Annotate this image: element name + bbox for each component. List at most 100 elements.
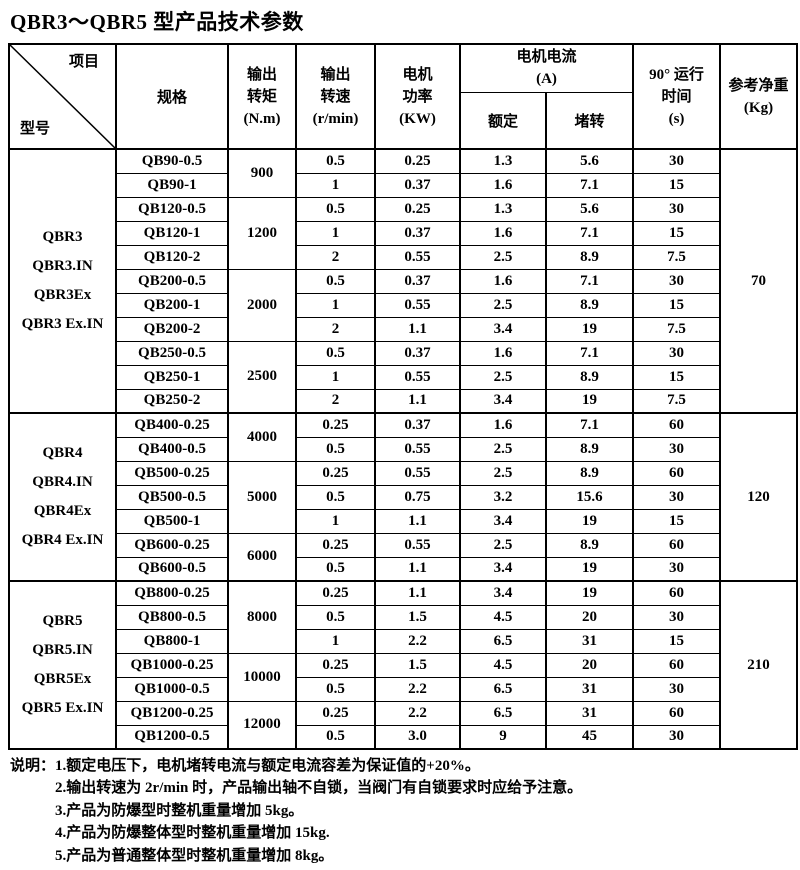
speed-cell: 0.25 [295, 652, 376, 678]
notes-list: 1.额定电压下，电机堵转电流与额定电流容差为保证值的+20%。 2.输出转速为 … [55, 755, 800, 867]
runtime-cell: 15 [632, 172, 722, 198]
speed-cell: 0.5 [295, 556, 376, 582]
torque-cell: 2500 [227, 340, 297, 414]
rated-current-cell: 3.4 [459, 508, 547, 534]
locked-current-cell: 19 [544, 388, 635, 414]
spec-cell: QB800-0.25 [115, 580, 229, 606]
power-cell: 0.37 [374, 412, 461, 438]
torque-cell: 10000 [227, 652, 297, 702]
rated-current-cell: 3.4 [459, 556, 547, 582]
locked-current-cell: 7.1 [544, 172, 635, 198]
spec-cell: QB120-0.5 [115, 196, 229, 222]
runtime-cell: 7.5 [632, 388, 722, 414]
runtime-cell: 30 [632, 340, 722, 366]
rated-current-cell: 3.4 [459, 316, 547, 342]
runtime-cell: 15 [632, 364, 722, 390]
table-row: QB200-0.5 2000 0.5 0.37 1.6 7.1 30 [9, 268, 797, 342]
rated-current-cell: 3.4 [459, 580, 547, 606]
note-line: 3.产品为防爆型时整机重量增加 5kg。 [55, 802, 304, 819]
locked-current-cell: 8.9 [544, 532, 635, 558]
locked-current-cell: 8.9 [544, 244, 635, 270]
table-row: QB1000-0.25 10000 0.25 1.5 4.5 20 60 [9, 652, 797, 702]
power-cell: 1.1 [374, 508, 461, 534]
table-row: QB250-2 2 1.1 3.4 19 7.5 [9, 388, 797, 414]
speed-cell: 1 [295, 292, 376, 318]
spec-cell: QB1200-0.5 [115, 724, 229, 750]
table-row: QB1000-0.5 0.5 2.2 6.5 31 30 [9, 676, 797, 702]
speed-cell: 0.5 [295, 436, 376, 462]
power-cell: 0.25 [374, 196, 461, 222]
table-row: QB600-0.5 0.5 1.1 3.4 19 30 [9, 556, 797, 582]
locked-current-cell: 19 [544, 580, 635, 606]
rated-current-cell: 2.5 [459, 460, 547, 486]
power-cell: 0.37 [374, 268, 461, 294]
speed-cell: 1 [295, 508, 376, 534]
note-line: 2.输出转速为 2r/min 时，产品输出轴不自锁，当阀门有自锁要求时应给予注意… [55, 780, 583, 797]
speed-cell: 1 [295, 220, 376, 246]
runtime-cell: 60 [632, 700, 722, 726]
locked-current-cell: 5.6 [544, 196, 635, 222]
speed-cell: 1 [295, 628, 376, 654]
page: QBR3～QBR5 型产品技术参数 项目 型号 规格 输出 转矩 [0, 6, 800, 870]
power-cell: 1.1 [374, 388, 461, 414]
runtime-cell: 30 [632, 556, 722, 582]
speed-cell: 1 [295, 172, 376, 198]
notes: 说明： 1.额定电压下，电机堵转电流与额定电流容差为保证值的+20%。 2.输出… [10, 755, 800, 867]
rated-current-cell: 2.5 [459, 244, 547, 270]
table-row: QB200-1 1 0.55 2.5 8.9 15 [9, 292, 797, 318]
table-row: QB120-0.5 1200 0.5 0.25 1.3 5.6 30 [9, 196, 797, 270]
runtime-cell: 30 [632, 676, 722, 702]
col-header-locked-current: 堵转 [544, 91, 635, 150]
rated-current-cell: 1.6 [459, 412, 547, 438]
table-row: QB400-0.5 0.5 0.55 2.5 8.9 30 [9, 436, 797, 462]
spec-cell: QB120-2 [115, 244, 229, 270]
diagonal-header-cell: 项目 型号 [8, 43, 117, 150]
spec-cell: QB1200-0.25 [115, 700, 229, 726]
rated-current-cell: 2.5 [459, 292, 547, 318]
power-cell: 0.37 [374, 172, 461, 198]
power-cell: 0.55 [374, 460, 461, 486]
torque-cell: 4000 [227, 412, 297, 462]
locked-current-cell: 31 [544, 700, 635, 726]
torque-cell: 12000 [227, 700, 297, 750]
locked-current-cell: 8.9 [544, 292, 635, 318]
table-row: QB800-1 1 2.2 6.5 31 15 [9, 628, 797, 654]
rated-current-cell: 1.3 [459, 196, 547, 222]
runtime-cell: 15 [632, 220, 722, 246]
spec-cell: QB200-0.5 [115, 268, 229, 294]
spec-cell: QB500-0.25 [115, 460, 229, 486]
header-row-1: 项目 型号 规格 输出 转矩 (N.m) 输出 转速 (r/min) 电机 功率 [8, 43, 799, 150]
runtime-cell: 60 [632, 412, 722, 438]
speed-cell: 0.5 [295, 340, 376, 366]
model-group-cell: QBR3 QBR3.IN QBR3Ex QBR3 Ex.IN [8, 148, 117, 414]
locked-current-cell: 45 [544, 724, 635, 750]
torque-cell: 6000 [227, 532, 297, 582]
rated-current-cell: 2.5 [459, 364, 547, 390]
speed-cell: 0.5 [295, 484, 376, 510]
runtime-cell: 30 [632, 724, 722, 750]
table-row: QB1200-0.25 12000 0.25 2.2 6.5 31 60 [9, 700, 797, 750]
locked-current-cell: 19 [544, 556, 635, 582]
table-row: QB120-2 2 0.55 2.5 8.9 7.5 [9, 244, 797, 270]
col-header-rated-current: 额定 [459, 91, 547, 150]
col-header-speed: 输出 转速 (r/min) [295, 43, 376, 150]
note-line: 1.额定电压下，电机堵转电流与额定电流容差为保证值的+20%。 [55, 758, 480, 774]
spec-cell: QB400-0.25 [115, 412, 229, 438]
spec-cell: QB250-2 [115, 388, 229, 414]
power-cell: 3.0 [374, 724, 461, 750]
torque-cell: 8000 [227, 580, 297, 654]
speed-cell: 2 [295, 316, 376, 342]
speed-cell: 0.5 [295, 604, 376, 630]
rated-current-cell: 2.5 [459, 436, 547, 462]
speed-cell: 0.25 [295, 460, 376, 486]
table-row: QB250-1 1 0.55 2.5 8.9 15 [9, 364, 797, 390]
table-row: QB600-0.25 6000 0.25 0.55 2.5 8.9 60 [9, 532, 797, 582]
spec-cell: QB250-0.5 [115, 340, 229, 366]
table-row: QB120-1 1 0.37 1.6 7.1 15 [9, 220, 797, 246]
power-cell: 0.55 [374, 532, 461, 558]
runtime-cell: 30 [632, 484, 722, 510]
spec-cell: QB800-0.5 [115, 604, 229, 630]
speed-cell: 2 [295, 244, 376, 270]
power-cell: 2.2 [374, 628, 461, 654]
locked-current-cell: 8.9 [544, 436, 635, 462]
